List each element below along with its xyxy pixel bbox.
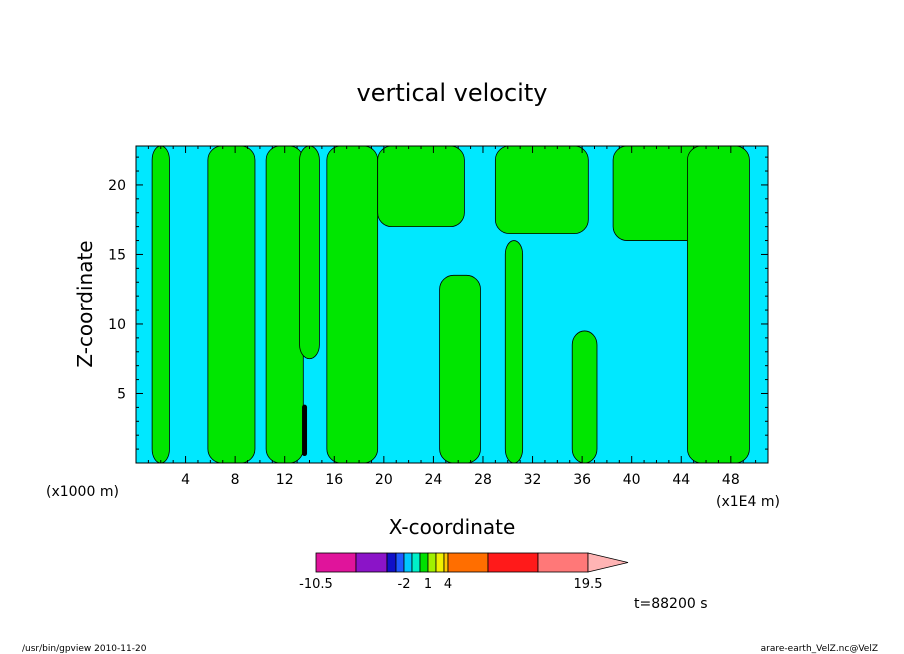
x-unit-left: (x1000 m) [46, 484, 119, 500]
updraft-region-5 [326, 146, 379, 463]
colorbar-tick-label: 19.5 [574, 577, 603, 592]
x-tick-label: 32 [524, 472, 542, 488]
plot-area [136, 146, 768, 463]
colorbar-extension [587, 552, 629, 573]
colorbar-bin-4 [395, 552, 405, 573]
plot-frame [135, 145, 769, 464]
colorbar-bin-1 [315, 552, 357, 573]
colorbar-bin-2 [355, 552, 388, 573]
colorbar-bin-3 [386, 552, 397, 573]
colorbar-bin-6 [411, 552, 421, 573]
y-tick-label: 15 [108, 247, 126, 263]
x-tick-label: 40 [623, 472, 641, 488]
x-tick-label: 8 [231, 472, 240, 488]
colorbar-tick-label: 1 [424, 577, 432, 592]
y-tick-label: 10 [108, 317, 126, 333]
updraft-region-6 [377, 146, 465, 228]
x-axis: 4 8 12 16 20 24 28 32 36 40 44 48 [147, 146, 757, 488]
chart-title: vertical velocity [357, 79, 548, 107]
colorbar-tick-label: -10.5 [299, 577, 333, 592]
updraft-region-12 [687, 146, 750, 463]
x-tick-label: 12 [276, 472, 294, 488]
time-label: t=88200 s [634, 596, 708, 612]
colorbar [315, 552, 629, 573]
colorbar-bin-11 [447, 552, 489, 573]
x-tick-label: 4 [181, 472, 190, 488]
x-tick-label: 16 [325, 472, 343, 488]
x-tick-label: 20 [375, 472, 393, 488]
updraft-region-7 [439, 274, 481, 463]
updraft-region-1 [151, 146, 170, 463]
colorbar-bin-9 [435, 552, 445, 573]
x-unit-right: (x1E4 m) [716, 494, 780, 510]
footer-right: arare-earth_VelZ.nc@VelZ [761, 644, 878, 654]
narrow-downdraft-core [302, 404, 308, 457]
x-tick-label: 24 [424, 472, 442, 488]
y-tick-label: 5 [117, 386, 126, 402]
colorbar-bin-10 [443, 552, 449, 573]
colorbar-bin-5 [403, 552, 413, 573]
colorbar-bin-13 [537, 552, 589, 573]
updraft-region-8 [504, 240, 524, 463]
colorbar-labels: -10.5 -2 1 4 19.5 [299, 577, 602, 592]
y-tick-label: 20 [108, 178, 126, 194]
footer-left: /usr/bin/gpview 2010-11-20 [22, 644, 147, 654]
updraft-region-4 [299, 146, 320, 360]
y-axis: 5 10 15 20 [108, 156, 768, 450]
x-tick-label: 28 [474, 472, 492, 488]
updraft-region-9 [494, 146, 589, 234]
updraft-regions [151, 146, 750, 463]
x-tick-label: 48 [722, 472, 740, 488]
colorbar-bin-8 [427, 552, 437, 573]
updraft-region-2 [207, 146, 256, 463]
y-axis-title: Z-coordinate [73, 240, 97, 367]
colorbar-tick-label: -2 [398, 577, 411, 592]
x-tick-label: 36 [573, 472, 591, 488]
updraft-region-10 [571, 330, 598, 463]
x-tick-label: 44 [672, 472, 690, 488]
colorbar-bin-7 [419, 552, 429, 573]
updraft-region-3 [265, 146, 304, 463]
colorbar-bin-12 [487, 552, 539, 573]
x-axis-title: X-coordinate [389, 515, 516, 539]
colorbar-tick-label: 4 [444, 577, 452, 592]
